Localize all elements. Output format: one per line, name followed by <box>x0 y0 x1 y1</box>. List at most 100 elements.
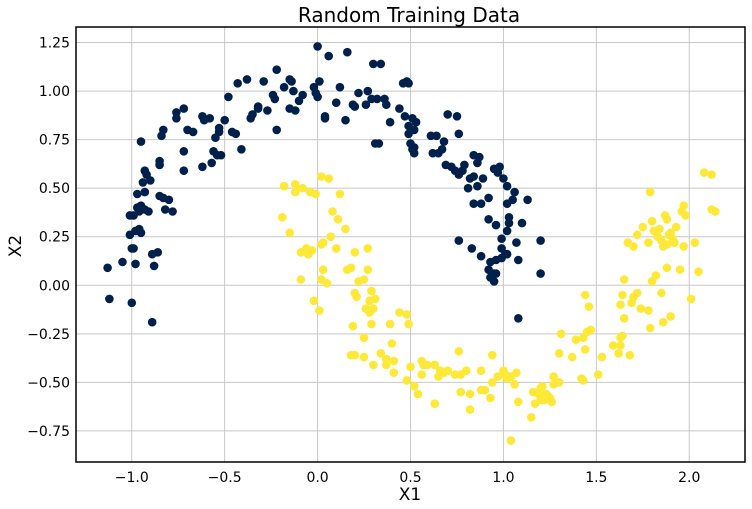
data-point <box>632 230 642 240</box>
data-point <box>140 187 150 197</box>
data-point <box>580 290 590 300</box>
data-point <box>463 183 473 193</box>
data-point <box>367 286 376 296</box>
data-point <box>512 238 521 247</box>
x-tick-label: 0.5 <box>399 470 421 486</box>
data-point <box>298 90 308 100</box>
data-point <box>131 259 140 269</box>
data-point <box>402 310 412 319</box>
data-point <box>376 349 386 358</box>
plot-frame <box>75 26 746 463</box>
data-point <box>172 114 181 123</box>
data-point <box>160 205 170 214</box>
data-point <box>298 183 308 193</box>
y-tick-label: 1.00 <box>39 84 70 100</box>
data-point <box>679 201 688 210</box>
data-point <box>272 65 282 74</box>
data-point <box>443 366 453 376</box>
data-point <box>638 222 648 232</box>
data-point <box>476 251 486 261</box>
data-point <box>619 314 629 323</box>
data-point <box>465 389 475 399</box>
data-point <box>510 380 519 389</box>
data-point <box>460 160 469 170</box>
data-point <box>318 238 328 247</box>
data-point <box>369 59 378 69</box>
data-point <box>118 257 127 267</box>
data-point <box>237 145 246 154</box>
data-point <box>411 117 421 127</box>
data-point <box>465 405 475 414</box>
data-point <box>549 372 558 381</box>
data-point <box>586 325 596 335</box>
data-point <box>367 319 376 329</box>
y-tick-label: −0.50 <box>27 375 70 391</box>
data-point <box>216 150 226 160</box>
data-point <box>465 174 475 183</box>
data-point <box>142 170 151 179</box>
data-point <box>454 347 464 356</box>
data-point <box>331 244 341 253</box>
data-point <box>233 79 242 88</box>
data-point <box>279 82 289 92</box>
data-point <box>422 360 432 370</box>
data-point <box>343 47 352 57</box>
data-point <box>658 317 668 327</box>
data-point <box>348 321 358 331</box>
data-point <box>285 228 295 238</box>
data-point <box>662 240 672 249</box>
series-class-0 <box>103 42 545 327</box>
data-point <box>502 226 512 236</box>
chart-title: Random Training Data <box>298 3 520 27</box>
data-point <box>133 189 142 199</box>
data-point <box>291 180 300 189</box>
data-point <box>476 366 486 376</box>
data-point <box>335 189 345 199</box>
data-point <box>413 389 423 399</box>
data-point <box>369 360 378 370</box>
data-point <box>350 102 360 111</box>
data-point <box>363 265 373 275</box>
data-point <box>179 166 189 175</box>
data-point <box>690 238 700 247</box>
data-point <box>476 385 486 395</box>
data-point <box>484 215 493 224</box>
data-point <box>205 114 215 123</box>
data-point <box>502 199 512 208</box>
data-point <box>363 244 373 253</box>
data-point <box>536 236 545 245</box>
data-point <box>707 170 716 179</box>
data-point <box>315 306 324 315</box>
data-point <box>616 300 625 310</box>
data-point <box>374 139 384 148</box>
data-point <box>644 306 653 315</box>
data-point <box>207 158 216 168</box>
data-point <box>313 92 322 102</box>
data-point <box>454 236 464 245</box>
data-point <box>382 360 391 370</box>
data-point <box>320 112 330 121</box>
data-point <box>402 376 412 385</box>
y-tick-label: 0.25 <box>39 230 70 246</box>
data-point <box>488 378 497 387</box>
data-point <box>385 319 395 329</box>
data-point <box>278 213 287 222</box>
data-point <box>699 168 709 177</box>
data-point <box>540 395 549 405</box>
data-point <box>224 92 233 102</box>
data-point <box>484 193 493 203</box>
data-point <box>242 75 252 84</box>
data-point <box>395 308 404 317</box>
data-point <box>404 79 413 88</box>
data-point <box>636 304 646 313</box>
data-point <box>666 312 675 321</box>
data-point <box>382 100 391 109</box>
data-point <box>333 215 343 224</box>
data-point <box>395 104 404 113</box>
data-point <box>593 370 603 379</box>
data-point <box>417 370 427 379</box>
data-point <box>645 187 655 197</box>
x-tick-label: −0.5 <box>208 470 242 486</box>
data-point <box>147 317 157 327</box>
data-point <box>430 360 440 370</box>
